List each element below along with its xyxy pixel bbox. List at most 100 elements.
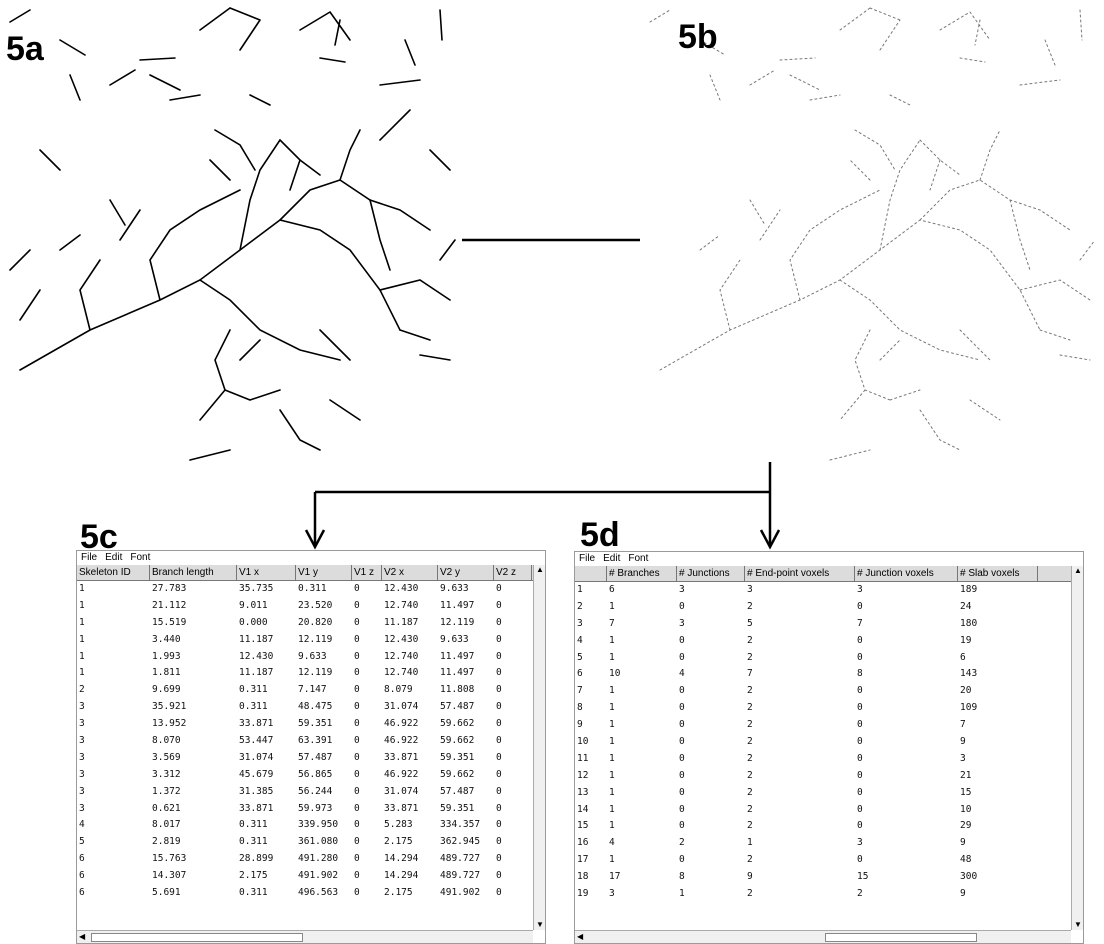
table-row[interactable]: 12 1 0 2 0 21 [575,768,1071,785]
table-cell: 3 [79,735,85,747]
column-header[interactable]: V1 z [352,565,382,580]
table-row[interactable]: 3 3.569 31.074 57.487 0 33.871 59.351 0 [77,750,533,767]
vertical-scrollbar[interactable]: ▲ ▼ [533,565,545,930]
table-row[interactable]: 16 4 2 1 3 9 [575,835,1071,852]
table-cell: 11.808 [440,684,475,696]
table-row[interactable]: 3 0.621 33.871 59.973 0 33.871 59.351 0 [77,801,533,818]
scroll-down-icon[interactable]: ▼ [536,920,544,929]
table-row[interactable]: 1 15.519 0.000 20.820 0 11.187 12.119 0 [77,615,533,632]
table-row[interactable]: 2 1 0 2 0 24 [575,599,1071,616]
table-row[interactable]: 4 1 0 2 0 19 [575,633,1071,650]
table-cell: 11.187 [239,667,274,679]
menu-item-file[interactable]: File [579,553,596,564]
column-header[interactable]: # Junctions [677,566,745,581]
table-row[interactable]: 19 3 1 2 2 9 [575,886,1071,903]
table-cell: 2.175 [239,870,268,882]
table-row[interactable]: 6 10 4 7 8 143 [575,666,1071,683]
table-row[interactable]: 1 1.993 12.430 9.633 0 12.740 11.497 0 [77,649,533,666]
horizontal-scrollbar[interactable]: ◀ [77,930,533,943]
table-row[interactable]: 5 2.819 0.311 361.080 0 2.175 362.945 0 [77,834,533,851]
table-row[interactable]: 6 5.691 0.311 496.563 0 2.175 491.902 0 [77,885,533,902]
table-cell: 1 [609,651,615,663]
menu-item-edit[interactable]: Edit [105,552,123,563]
table-row[interactable]: 18 17 8 9 15 300 [575,869,1071,886]
table-row[interactable]: 3 3.312 45.679 56.865 0 46.922 59.662 0 [77,767,533,784]
branch-table[interactable]: Skeleton ID Branch length V1 x V1 y V1 z V2 x… [77,565,533,930]
table-cell: 33.871 [239,802,274,814]
table-cell: 491.280 [298,853,339,865]
table-cell: 2.175 [384,887,413,899]
summary-table[interactable]: # Branches # Junctions # End-point voxels #… [575,566,1071,930]
scroll-up-icon[interactable]: ▲ [1074,566,1082,575]
column-header[interactable]: # End-point voxels [745,566,855,581]
table-row[interactable]: 1 21.112 9.011 23.520 0 12.740 11.497 0 [77,598,533,615]
table-cell: 0 [857,651,863,663]
table-row[interactable]: 1 27.783 35.735 0.311 0 12.430 9.633 0 [77,581,533,598]
table-cell: 1 [609,752,615,764]
table-cell: 6 [79,870,85,882]
table-cell: 33.871 [384,751,419,763]
scroll-left-icon[interactable]: ◀ [79,932,86,941]
table-cell: 0 [857,803,863,815]
table-row[interactable]: 11 1 0 2 0 3 [575,751,1071,768]
table-cell: 6 [609,584,615,595]
table-row[interactable]: 4 8.017 0.311 339.950 0 5.283 334.357 0 [77,817,533,834]
column-header[interactable]: # Slab voxels [958,566,1038,581]
table-cell: 0 [857,685,863,697]
column-header[interactable]: V1 x [237,565,296,580]
horizontal-scroll-thumb[interactable] [91,933,303,942]
scroll-down-icon[interactable]: ▼ [1074,920,1082,929]
column-header[interactable]: V2 z [494,565,532,580]
horizontal-scroll-thumb[interactable] [825,933,977,942]
table-row[interactable]: 3 7 3 5 7 180 [575,616,1071,633]
table-row[interactable]: 6 14.307 2.175 491.902 0 14.294 489.727 0 [77,868,533,885]
horizontal-scrollbar[interactable]: ◀ [575,930,1071,943]
table-cell: 491.902 [298,870,339,882]
table-cell: 0 [354,802,360,814]
column-header[interactable]: Skeleton ID [77,565,150,580]
table-cell: 31.074 [384,785,419,797]
table-row[interactable]: 3 13.952 33.871 59.351 0 46.922 59.662 0 [77,716,533,733]
column-header[interactable]: V1 y [296,565,352,580]
column-header[interactable]: V2 y [438,565,494,580]
scroll-up-icon[interactable]: ▲ [536,565,544,574]
table-row[interactable]: 2 9.699 0.311 7.147 0 8.079 11.808 0 [77,682,533,699]
scroll-left-icon[interactable]: ◀ [577,932,584,941]
table-row[interactable]: 10 1 0 2 0 9 [575,734,1071,751]
table-row[interactable]: 13 1 0 2 0 15 [575,785,1071,802]
column-header[interactable]: # Branches [607,566,677,581]
menu-item-edit[interactable]: Edit [603,553,621,564]
column-header[interactable]: Branch length [150,565,237,580]
table-row[interactable]: 7 1 0 2 0 20 [575,683,1071,700]
menu-item-font[interactable]: Font [628,553,649,564]
vertical-scrollbar[interactable]: ▲ ▼ [1071,566,1083,930]
table-row[interactable]: 14 1 0 2 0 10 [575,802,1071,819]
table-row[interactable]: 1 6 3 3 3 189 [575,582,1071,599]
column-header[interactable] [575,566,607,581]
table-row[interactable]: 17 1 0 2 0 48 [575,852,1071,869]
table-row[interactable]: 1 1.811 11.187 12.119 0 12.740 11.497 0 [77,665,533,682]
table-cell: 496.563 [298,887,339,899]
table-row[interactable]: 3 35.921 0.311 48.475 0 31.074 57.487 0 [77,699,533,716]
table-cell: 15 [960,786,972,798]
table-cell: 14.294 [384,853,419,865]
table-row[interactable]: 8 1 0 2 0 109 [575,700,1071,717]
table-row[interactable]: 9 1 0 2 0 7 [575,717,1071,734]
table-row[interactable]: 3 8.070 53.447 63.391 0 46.922 59.662 0 [77,733,533,750]
table-cell: 59.662 [440,735,475,747]
table-row[interactable]: 3 1.372 31.385 56.244 0 31.074 57.487 0 [77,784,533,801]
column-header[interactable]: V2 x [382,565,438,580]
table-cell: 59.351 [440,751,475,763]
table-cell: 8.017 [152,819,181,831]
table-cell: 0 [354,768,360,780]
table-cell: 1 [609,719,615,731]
menu-item-font[interactable]: Font [130,552,151,563]
table-row[interactable]: 5 1 0 2 0 6 [575,650,1071,667]
table-row[interactable]: 6 15.763 28.899 491.280 0 14.294 489.727 0 [77,851,533,868]
menu-item-file[interactable]: File [81,552,98,563]
table-cell: 1.372 [152,785,181,797]
table-row[interactable]: 1 3.440 11.187 12.119 0 12.430 9.633 0 [77,632,533,649]
table-row[interactable]: 15 1 0 2 0 29 [575,818,1071,835]
table-cell: 29 [960,820,972,832]
column-header[interactable]: # Junction voxels [855,566,958,581]
